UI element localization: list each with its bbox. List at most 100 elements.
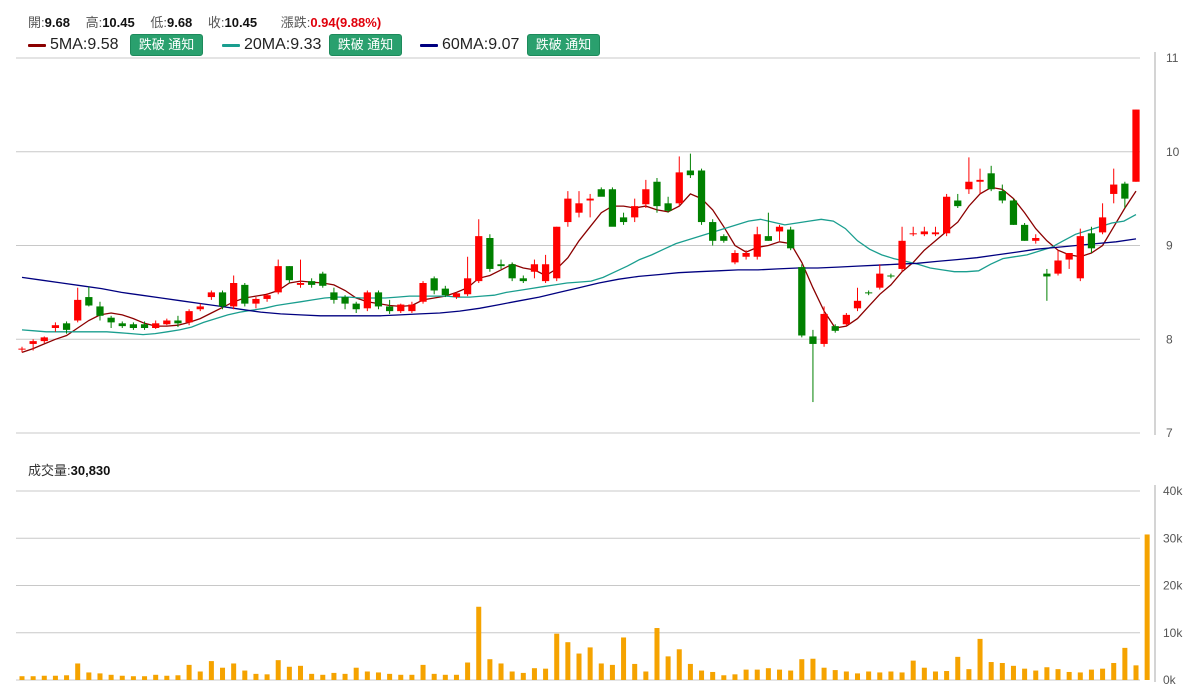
candle-body <box>675 172 683 204</box>
candle <box>1121 181 1129 208</box>
volume-bar <box>1022 668 1028 680</box>
volume-bar <box>843 671 849 680</box>
candle-body <box>954 200 962 207</box>
candle-body <box>1132 109 1140 182</box>
volume-bar <box>866 671 872 680</box>
volume-bar <box>921 667 927 680</box>
candle <box>174 315 182 328</box>
volume-bar <box>197 671 203 680</box>
ma60-swatch <box>420 43 438 47</box>
candle <box>764 212 773 241</box>
volume-bar <box>621 637 627 680</box>
candle <box>987 165 995 192</box>
volume-bar <box>1077 672 1083 680</box>
high-value: 10.45 <box>102 15 135 30</box>
candle-body <box>553 226 561 279</box>
candle-body <box>341 297 349 304</box>
candle-body <box>385 306 394 312</box>
candle-body <box>107 317 115 323</box>
volume-bar <box>665 656 671 680</box>
candle <box>541 254 550 283</box>
candle-body <box>865 292 873 294</box>
candle-body <box>909 233 917 235</box>
candle-body <box>285 266 293 281</box>
candle-body <box>29 341 37 344</box>
volume-bar <box>30 676 36 680</box>
volume-bar <box>932 671 938 680</box>
candle-body <box>196 306 204 310</box>
candle-body <box>642 189 650 205</box>
candle-body <box>51 325 60 328</box>
candle-body <box>898 240 906 269</box>
candle <box>263 293 271 302</box>
volume-bar <box>220 667 226 680</box>
volume-bar <box>721 675 727 680</box>
volume-bar <box>64 675 70 680</box>
candle-body <box>263 295 271 299</box>
candle <box>954 193 962 208</box>
candle-body <box>664 203 672 211</box>
candle <box>731 250 739 265</box>
candle-body <box>920 231 928 235</box>
ma20-notify-button[interactable]: 跌破 通知 <box>329 34 402 56</box>
candle-body <box>241 284 249 304</box>
candle-body <box>1087 233 1096 249</box>
volume-bar <box>375 672 381 680</box>
candle-body <box>230 283 238 307</box>
candle <box>853 287 862 312</box>
candle <box>341 295 349 310</box>
price-tick-label: 11 <box>1166 51 1179 65</box>
candle-body <box>831 326 839 331</box>
volume-bar <box>409 674 415 680</box>
ma60-notify-button[interactable]: 跌破 通知 <box>527 34 600 56</box>
candle-body <box>430 278 438 291</box>
candle-body <box>720 236 728 241</box>
volume-bar <box>208 661 214 680</box>
ma5-notify-button[interactable]: 跌破 通知 <box>130 34 203 56</box>
volume-bar <box>765 668 771 680</box>
volume-bar <box>877 672 883 680</box>
candle <box>575 191 583 218</box>
candle-body <box>207 292 216 298</box>
volume-bar <box>966 669 972 680</box>
ma5-label: 5MA:9.58 <box>50 36 119 53</box>
candle <box>96 301 104 321</box>
candle <box>686 153 695 178</box>
candle <box>207 290 216 300</box>
volume-bar <box>86 672 92 680</box>
candle <box>742 250 750 260</box>
candle <box>920 226 928 237</box>
candle <box>486 234 494 272</box>
volume-bar <box>1055 669 1061 680</box>
ohlc-summary: 開:9.68 高:10.45 低:9.68 收:10.45 漲跌:0.94(9.… <box>28 12 381 31</box>
price-tick-label: 8 <box>1166 332 1173 346</box>
volume-bar <box>821 667 827 680</box>
volume-bar <box>1010 665 1016 680</box>
candle-body <box>1032 238 1040 241</box>
candle-body <box>296 283 305 285</box>
candle <box>753 226 761 260</box>
volume-bar <box>175 675 181 680</box>
candle <box>218 290 227 310</box>
volume-bar <box>1100 668 1106 680</box>
volume-bar <box>1111 662 1117 680</box>
candle <box>1110 168 1118 204</box>
candle-body <box>931 232 940 235</box>
ma20-legend: 20MA:9.33 <box>222 36 321 54</box>
candle <box>1054 250 1062 276</box>
volume-bar <box>955 656 961 680</box>
volume-bar <box>531 668 537 680</box>
volume-bar <box>153 674 159 680</box>
volume-bar <box>465 662 471 680</box>
candle-body <box>541 264 550 282</box>
volume-value: 30,830 <box>70 463 111 478</box>
candle <box>530 259 539 279</box>
candle-body <box>731 253 739 263</box>
volume-bar <box>253 673 259 680</box>
candle-body <box>419 283 427 302</box>
candle-body <box>508 264 516 279</box>
volume-bar <box>320 674 326 680</box>
candle-body <box>1121 183 1129 199</box>
volume-bar <box>1033 670 1039 680</box>
